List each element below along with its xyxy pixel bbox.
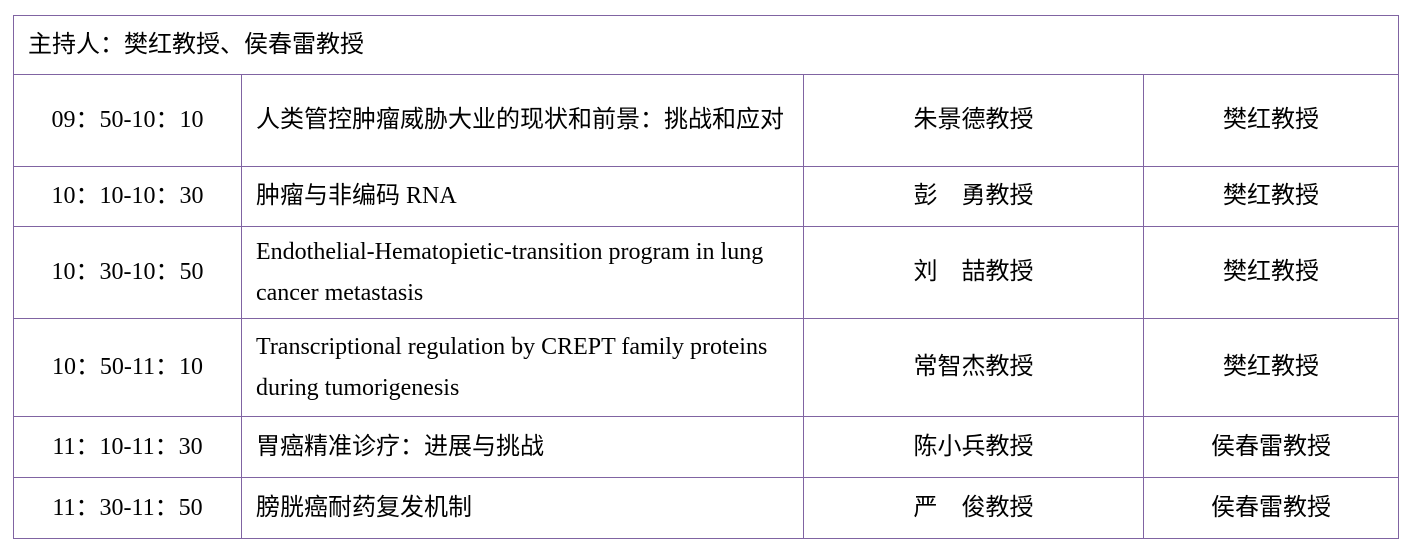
time-cell: 11：30-11：50 [13,477,242,539]
speaker-cell: 常智杰教授 [803,318,1144,417]
topic-cell: Transcriptional regulation by CREPT fami… [241,318,804,417]
table-row: 11：30-11：50 膀胱癌耐药复发机制 严 俊教授 侯春雷教授 [13,477,1399,539]
time-cell: 11：10-11：30 [13,416,242,478]
host-cell: 樊红教授 [1143,318,1399,417]
table-row: 10：50-11：10 Transcriptional regulation b… [13,318,1399,417]
time-cell: 10：10-10：30 [13,166,242,227]
topic-cell: 胃癌精准诊疗：进展与挑战 [241,416,804,478]
schedule-table: 主持人：樊红教授、侯春雷教授 09：50-10：10 人类管控肿瘤威胁大业的现状… [13,15,1399,539]
speaker-cell: 陈小兵教授 [803,416,1144,478]
host-line: 主持人：樊红教授、侯春雷教授 [13,15,1399,75]
speaker-cell: 朱景德教授 [803,74,1144,167]
host-cell: 樊红教授 [1143,226,1399,319]
table-row: 11：10-11：30 胃癌精准诊疗：进展与挑战 陈小兵教授 侯春雷教授 [13,416,1399,478]
speaker-cell: 彭 勇教授 [803,166,1144,227]
host-cell: 樊红教授 [1143,74,1399,167]
speaker-cell: 严 俊教授 [803,477,1144,539]
topic-cell: 肿瘤与非编码 RNA [241,166,804,227]
topic-cell: Endothelial-Hematopietic-transition prog… [241,226,804,319]
topic-cell: 膀胱癌耐药复发机制 [241,477,804,539]
speaker-cell: 刘 喆教授 [803,226,1144,319]
table-row: 10：10-10：30 肿瘤与非编码 RNA 彭 勇教授 樊红教授 [13,166,1399,227]
host-cell: 樊红教授 [1143,166,1399,227]
topic-cell: 人类管控肿瘤威胁大业的现状和前景：挑战和应对 [241,74,804,167]
host-cell: 侯春雷教授 [1143,477,1399,539]
time-cell: 10：30-10：50 [13,226,242,319]
host-row: 主持人：樊红教授、侯春雷教授 [13,15,1399,75]
table-row: 10：30-10：50 Endothelial-Hematopietic-tra… [13,226,1399,319]
time-cell: 09：50-10：10 [13,74,242,167]
time-cell: 10：50-11：10 [13,318,242,417]
host-cell: 侯春雷教授 [1143,416,1399,478]
table-row: 09：50-10：10 人类管控肿瘤威胁大业的现状和前景：挑战和应对 朱景德教授… [13,74,1399,167]
